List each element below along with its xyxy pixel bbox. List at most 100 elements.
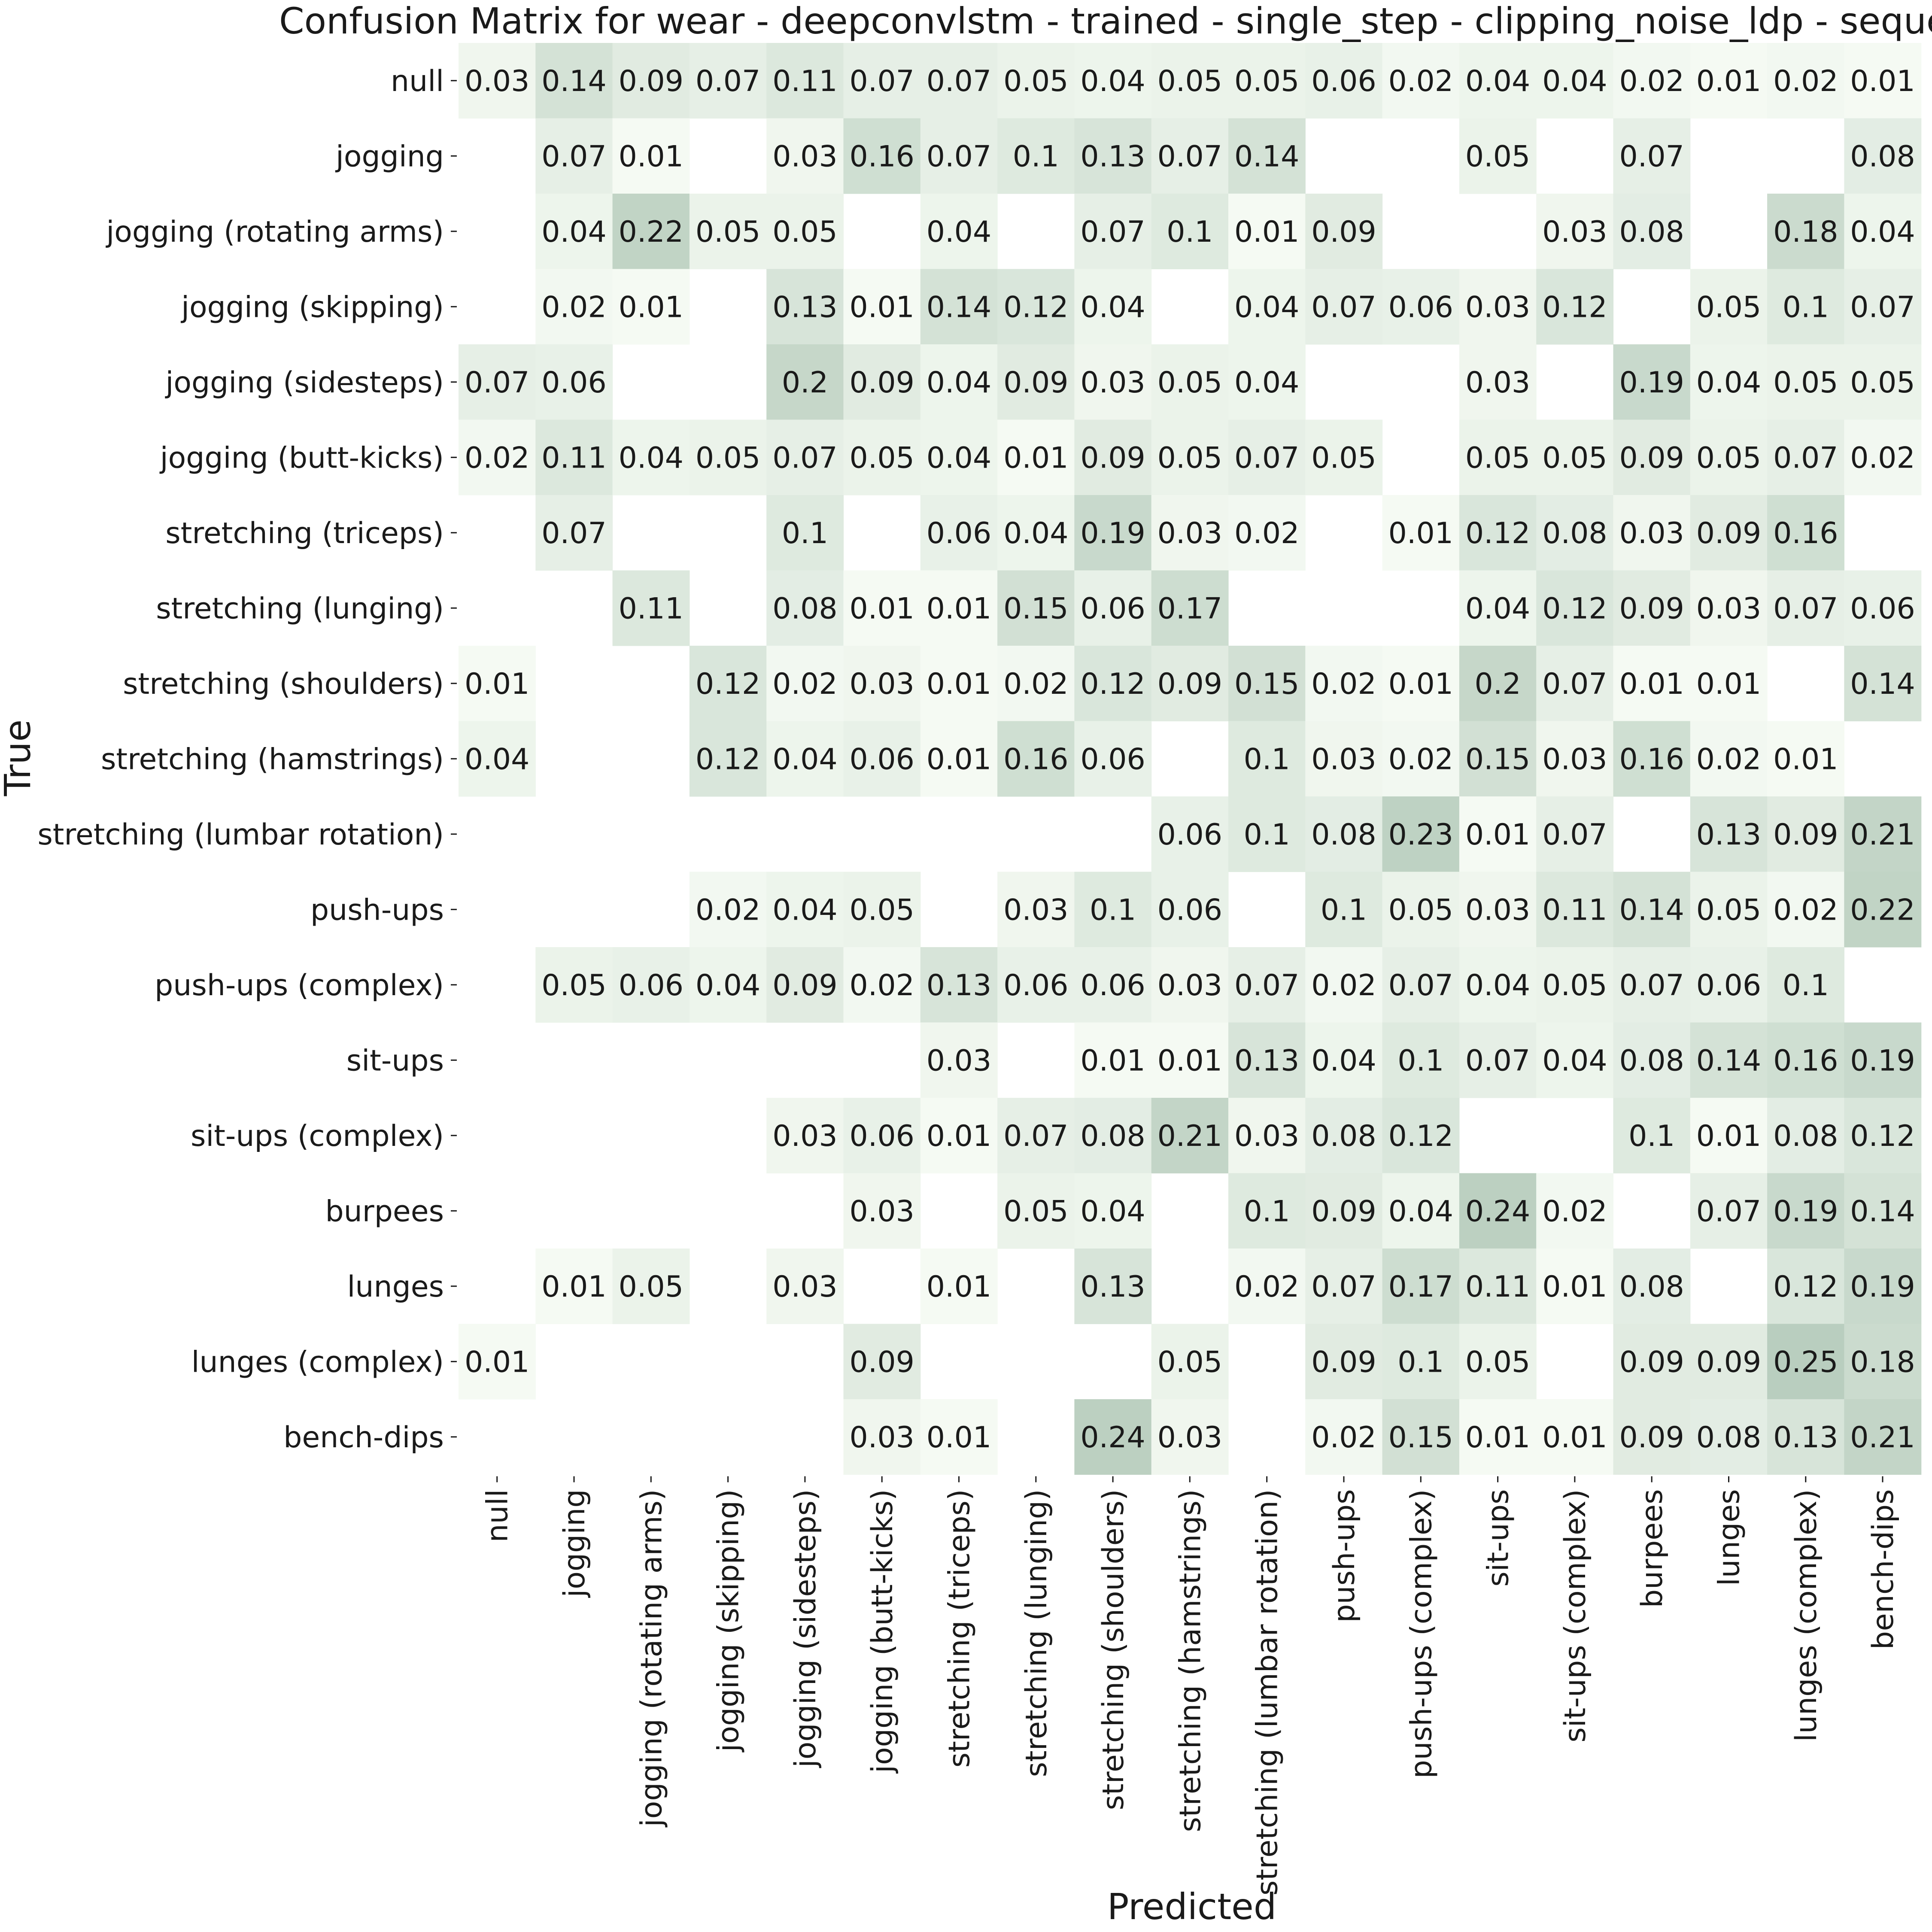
cell-value-label: 0.25 [1773, 1345, 1838, 1379]
cell-value-label: 0.12 [696, 667, 760, 701]
heatmap-cell [766, 570, 844, 646]
heatmap-cell [1767, 570, 1844, 646]
heatmap-cell [1536, 947, 1614, 1023]
y-tick-label: stretching (triceps) [165, 516, 444, 550]
heatmap-cell [1305, 194, 1383, 270]
cell-value-label: 0.09 [1619, 1345, 1684, 1379]
cell-value-label: 0.12 [1465, 516, 1530, 550]
heatmap-cell [1382, 796, 1460, 872]
cell-value-label: 0.07 [927, 64, 991, 98]
cell-value-label: 0.17 [1388, 1270, 1453, 1304]
heatmap-cell [997, 43, 1075, 119]
cell-value-label: 0.06 [927, 516, 991, 550]
heatmap-cell [1613, 344, 1691, 420]
heatmap-cell [1690, 1022, 1768, 1098]
heatmap-cell [997, 269, 1075, 345]
x-tick-label: push-ups [1327, 1489, 1361, 1623]
heatmap-cell [1074, 495, 1152, 571]
heatmap-cell [1151, 118, 1229, 194]
cell-value-label: 0.1 [1166, 215, 1213, 249]
cell-value-label: 0.11 [772, 64, 837, 98]
heatmap-cell [1690, 1399, 1768, 1475]
heatmap-cell [1305, 721, 1383, 797]
y-tick-label: push-ups [310, 893, 444, 927]
heatmap-cell [535, 344, 613, 420]
heatmap-cell [1151, 344, 1229, 420]
heatmap-cell [1844, 570, 1922, 646]
heatmap-cell [1382, 872, 1460, 948]
cell-value-label: 0.01 [1080, 1044, 1145, 1078]
heatmap-cell [1844, 646, 1922, 722]
cell-value-label: 0.01 [1157, 1044, 1222, 1078]
heatmap-cell [1382, 947, 1460, 1023]
heatmap-cell [1690, 570, 1768, 646]
heatmap-cell [997, 646, 1075, 722]
heatmap-cell [1382, 1173, 1460, 1249]
heatmap-cell [1151, 1399, 1229, 1475]
heatmap-cell [1228, 1098, 1306, 1174]
heatmap-cell [766, 947, 844, 1023]
heatmap-cell [1459, 947, 1537, 1023]
heatmap-cell [997, 570, 1075, 646]
cell-value-label: 0.08 [1311, 1119, 1376, 1153]
heatmap-cell [997, 872, 1075, 948]
cell-value-label: 0.09 [849, 366, 914, 400]
heatmap-cell [843, 1173, 921, 1249]
heatmap-cell [1459, 1324, 1537, 1400]
cell-value-label: 0.13 [1696, 818, 1761, 852]
heatmap-cell [1382, 269, 1460, 345]
heatmap-cell [1613, 947, 1691, 1023]
cell-value-label: 0.1 [1244, 818, 1290, 852]
heatmap-cell [843, 947, 921, 1023]
cell-value-label: 0.01 [1850, 64, 1915, 98]
heatmap-cell [766, 721, 844, 797]
heatmap-cell [1844, 269, 1922, 345]
heatmap-cell [1305, 269, 1383, 345]
heatmap-cell [1690, 344, 1768, 420]
cell-value-label: 0.01 [1003, 441, 1068, 475]
cell-value-label: 0.07 [465, 366, 529, 400]
heatmap-cell [1228, 646, 1306, 722]
heatmap-cell [1382, 1249, 1460, 1324]
heatmap-cell [1613, 118, 1691, 194]
cell-value-label: 0.08 [1696, 1421, 1761, 1455]
heatmap-cell [1613, 1399, 1691, 1475]
cell-value-label: 0.05 [1465, 441, 1530, 475]
cell-value-label: 0.04 [1234, 290, 1299, 324]
heatmap-cell [920, 43, 998, 119]
cell-value-label: 0.01 [927, 1421, 991, 1455]
cell-value-label: 0.08 [1850, 140, 1915, 173]
heatmap-cell [1074, 1399, 1152, 1475]
cell-value-label: 0.12 [1850, 1119, 1915, 1153]
heatmap-cell [1844, 344, 1922, 420]
heatmap-cell [920, 1098, 998, 1174]
heatmap-cell [1536, 1173, 1614, 1249]
heatmap-cell [766, 1098, 844, 1174]
y-tick-label: stretching (lumbar rotation) [37, 818, 444, 852]
cell-value-label: 0.05 [1542, 441, 1607, 475]
cell-value-label: 0.07 [1311, 290, 1376, 324]
cell-value-label: 0.15 [1003, 592, 1068, 626]
cell-value-label: 0.09 [1619, 441, 1684, 475]
cell-value-label: 0.24 [1080, 1421, 1145, 1455]
cell-value-label: 0.05 [1773, 366, 1838, 400]
x-tick-label: stretching (triceps) [943, 1489, 977, 1768]
cell-value-label: 0.01 [1696, 667, 1761, 701]
cell-value-label: 0.05 [1157, 366, 1222, 400]
cell-value-label: 0.03 [1311, 742, 1376, 776]
heatmap-cell [1382, 721, 1460, 797]
cell-value-label: 0.1 [1013, 140, 1059, 173]
cell-value-label: 0.03 [772, 1270, 837, 1304]
cell-value-label: 0.04 [541, 215, 606, 249]
cell-value-label: 0.06 [1080, 742, 1145, 776]
heatmap-cell [1151, 1324, 1229, 1400]
heatmap-cell [1459, 495, 1537, 571]
heatmap-cell [689, 43, 767, 119]
y-tick-label: sit-ups (complex) [191, 1119, 444, 1153]
cell-value-label: 0.11 [1465, 1270, 1530, 1304]
heatmap-cell [843, 1324, 921, 1400]
cell-value-label: 0.09 [849, 1345, 914, 1379]
heatmap-cell [1690, 1098, 1768, 1174]
heatmap-cell [1690, 947, 1768, 1023]
cell-value-label: 0.02 [696, 893, 760, 927]
